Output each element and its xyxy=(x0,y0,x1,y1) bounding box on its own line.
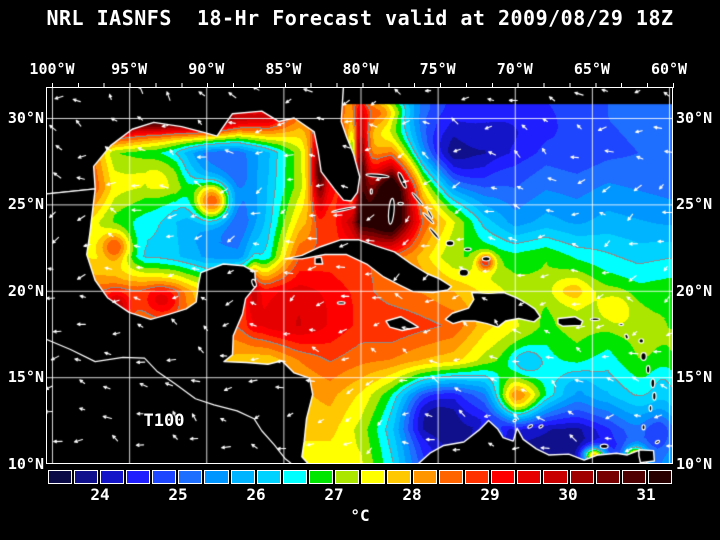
colorbar-swatch xyxy=(543,470,568,484)
lon-tick-label: 60°W xyxy=(650,60,688,78)
lon-tick-label: 90°W xyxy=(188,60,225,78)
colorbar-swatch xyxy=(100,470,125,484)
lat-tick-label: 25°N xyxy=(676,195,713,214)
lon-tick-label: 75°W xyxy=(419,60,456,78)
lon-tick-label: 85°W xyxy=(265,60,302,78)
colorbar-swatch xyxy=(48,470,73,484)
colorbar-tick-label: 28 xyxy=(402,485,422,504)
lat-tick-label: 30°N xyxy=(676,109,713,127)
lon-tick-label: 70°W xyxy=(496,60,533,78)
colorbar-swatch xyxy=(595,470,620,484)
colorbar-swatch xyxy=(465,470,490,484)
colorbar-tick-label: 29 xyxy=(480,485,500,504)
lon-tick-label: 95°W xyxy=(111,60,148,78)
lon-tick-label: 80°W xyxy=(342,60,379,78)
lat-tick-label: 20°N xyxy=(7,281,44,300)
colorbar-tick-label: 25 xyxy=(168,485,188,504)
colorbar-tick-label: 24 xyxy=(90,485,110,504)
colorbar-swatch xyxy=(517,470,542,484)
colorbar-swatch xyxy=(282,470,307,484)
colorbar-tick-label: 30 xyxy=(558,485,578,504)
page-title: NRL IASNFS 18-Hr Forecast valid at 2009/… xyxy=(46,6,674,30)
colorbar-swatch xyxy=(152,470,177,484)
colorbar-swatch xyxy=(230,470,255,484)
lon-tick-label: 65°W xyxy=(573,60,610,78)
colorbar-swatch xyxy=(256,470,281,484)
colorbar-unit-label: °C xyxy=(350,506,370,525)
lat-tick-label: 15°N xyxy=(676,368,713,387)
colorbar-swatch xyxy=(360,470,386,484)
colorbar-swatch xyxy=(647,470,672,484)
colorbar-tick-label: 31 xyxy=(636,485,656,504)
colorbar-swatch xyxy=(439,470,464,484)
lat-tick-label: 10°N xyxy=(7,454,44,473)
colorbar-swatch xyxy=(413,470,438,484)
variable-label: T100 xyxy=(143,411,185,431)
colorbar-swatch xyxy=(387,470,412,484)
colorbar-swatch xyxy=(178,470,203,484)
lon-tick-label: 100°W xyxy=(29,60,75,78)
lat-tick-label: 15°N xyxy=(7,368,44,387)
colorbar-swatch xyxy=(569,470,594,484)
lat-tick-label: 20°N xyxy=(676,281,713,300)
lon-minor-ticks xyxy=(52,83,674,88)
colorbar-swatch xyxy=(621,470,646,484)
sst-heatmap-canvas xyxy=(47,88,672,463)
colorbar xyxy=(48,470,672,484)
colorbar-swatch xyxy=(308,470,333,484)
colorbar-tick-label: 26 xyxy=(246,485,266,504)
colorbar-tick-label: 27 xyxy=(324,485,344,504)
lat-tick-label: 10°N xyxy=(676,454,713,473)
map-frame xyxy=(46,87,673,464)
lat-tick-label: 25°N xyxy=(7,195,44,214)
colorbar-swatch xyxy=(334,470,359,484)
colorbar-swatch xyxy=(204,470,229,484)
colorbar-swatch xyxy=(126,470,151,484)
lat-tick-label: 30°N xyxy=(7,109,44,127)
colorbar-swatch xyxy=(74,470,99,484)
colorbar-swatch xyxy=(491,470,516,484)
